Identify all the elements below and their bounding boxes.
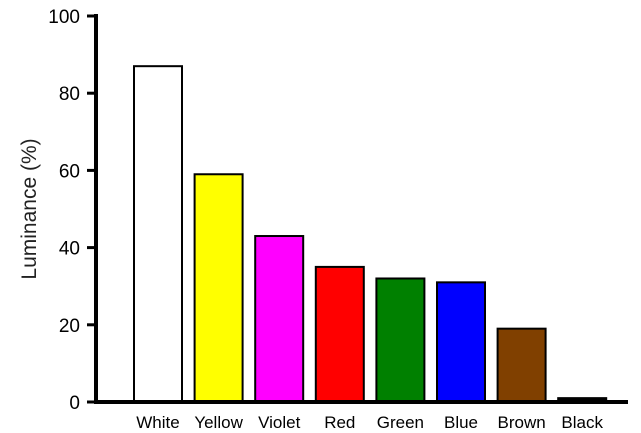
bar-green	[375, 277, 426, 404]
bar-brown	[496, 327, 547, 403]
y-tick-label-80: 80	[59, 84, 80, 105]
y-ticks-group	[87, 14, 96, 404]
y-tick-label-100: 100	[48, 7, 80, 28]
x-label-red: Red	[324, 413, 355, 432]
x-label-violet: Violet	[258, 413, 300, 432]
bar-white	[133, 65, 183, 404]
y-tick-label-20: 20	[59, 316, 80, 337]
x-label-green: Green	[377, 413, 424, 432]
y-axis-title: Luminance (%)	[18, 138, 41, 279]
y-tick-label-60: 60	[59, 161, 80, 182]
y-tick-label-0: 0	[69, 393, 80, 414]
x-label-white: White	[136, 413, 179, 432]
plot-area: 0 20 40 60 80 100 White Yellow Violet Red Green Bl…	[48, 7, 628, 432]
x-label-blue: Blue	[444, 413, 478, 432]
x-label-black: Black	[561, 413, 603, 432]
bar-violet	[254, 235, 305, 403]
x-label-yellow: Yellow	[194, 413, 243, 432]
y-tick-label-40: 40	[59, 239, 80, 260]
y-tick-labels-group: 0 20 40 60 80 100	[48, 7, 80, 414]
bar-red	[314, 265, 365, 403]
bars-group	[133, 65, 608, 404]
x-category-labels-group: White Yellow Violet Red Green Blue Brown Black	[136, 413, 603, 432]
x-label-brown: Brown	[498, 413, 546, 432]
bar-blue	[436, 281, 486, 403]
bar-yellow	[193, 173, 244, 403]
